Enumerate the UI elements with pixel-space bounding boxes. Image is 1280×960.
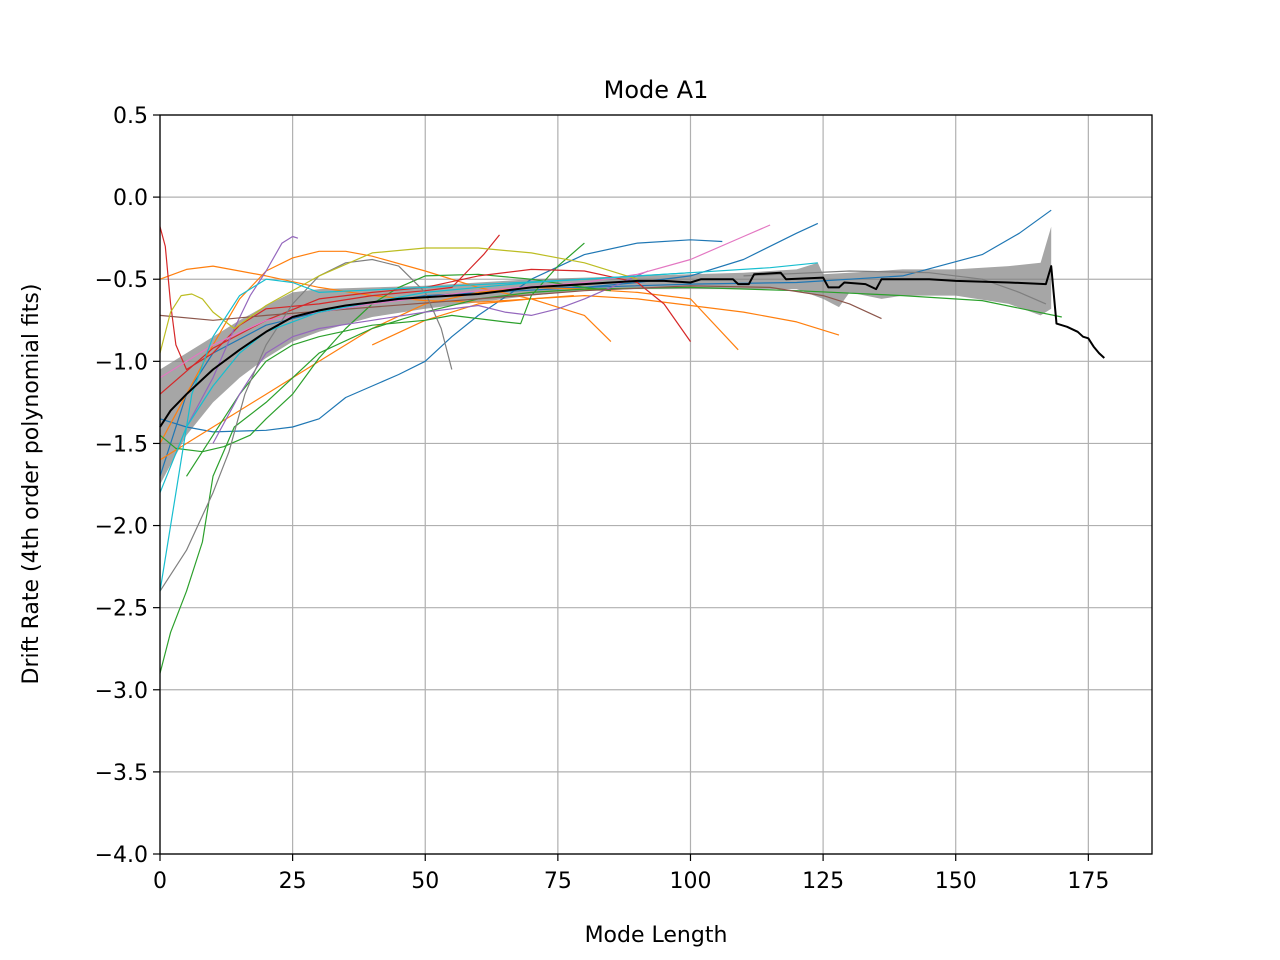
mean-line-layer — [159, 265, 1105, 428]
series-line-1 — [159, 239, 723, 433]
series-line-4 — [159, 265, 574, 303]
y-tick-label: 0.0 — [113, 186, 148, 211]
series-line-15 — [159, 285, 882, 321]
y-tick-label: 0.5 — [113, 104, 148, 129]
y-axis-label: Drift Rate (4th order polynomial fits) — [19, 284, 44, 685]
x-tick-label: 75 — [544, 869, 572, 894]
x-axis-label: Mode Length — [585, 923, 728, 948]
series-line-21 — [159, 272, 691, 493]
y-tick-label: −3.0 — [95, 679, 148, 704]
series-line-19 — [159, 247, 638, 354]
y-tick-label: −3.5 — [95, 761, 148, 786]
y-tick-label: −1.5 — [95, 432, 148, 457]
series-line-10 — [185, 242, 585, 477]
x-tick-label: 175 — [1067, 869, 1109, 894]
mean-line — [159, 265, 1105, 428]
series-lines-layer — [159, 209, 1062, 674]
y-tick-label: −4.0 — [95, 843, 148, 868]
y-tick-label: −2.5 — [95, 597, 148, 622]
y-tick-label: −2.0 — [95, 515, 148, 540]
series-line-18 — [743, 270, 1047, 305]
series-line-13 — [185, 235, 299, 428]
series-line-9 — [159, 273, 611, 453]
chart-title: Mode A1 — [604, 76, 709, 104]
y-tick-label: −0.5 — [95, 268, 148, 293]
series-line-14 — [212, 270, 649, 444]
x-tick-label: 25 — [279, 869, 307, 894]
x-tick-label: 125 — [802, 869, 844, 894]
series-line-11 — [159, 226, 500, 371]
x-tick-label: 50 — [411, 869, 439, 894]
x-axis-ticks: 0 25 50 75 100 125 150 175 — [153, 854, 1109, 894]
series-line-6 — [159, 286, 739, 461]
x-tick-label: 100 — [669, 869, 711, 894]
x-tick-label: 150 — [935, 869, 977, 894]
x-tick-label: 0 — [153, 869, 167, 894]
y-tick-label: −1.0 — [95, 350, 148, 375]
series-line-7 — [371, 295, 840, 346]
series-line-5 — [159, 250, 612, 444]
y-axis-ticks: 0.5 0.0 −0.5 −1.0 −1.5 −2.0 −2.5 −3.0 −3.5 −4.0 — [95, 104, 160, 868]
plot-area-frame — [159, 114, 1153, 855]
series-line-8 — [159, 286, 1062, 674]
